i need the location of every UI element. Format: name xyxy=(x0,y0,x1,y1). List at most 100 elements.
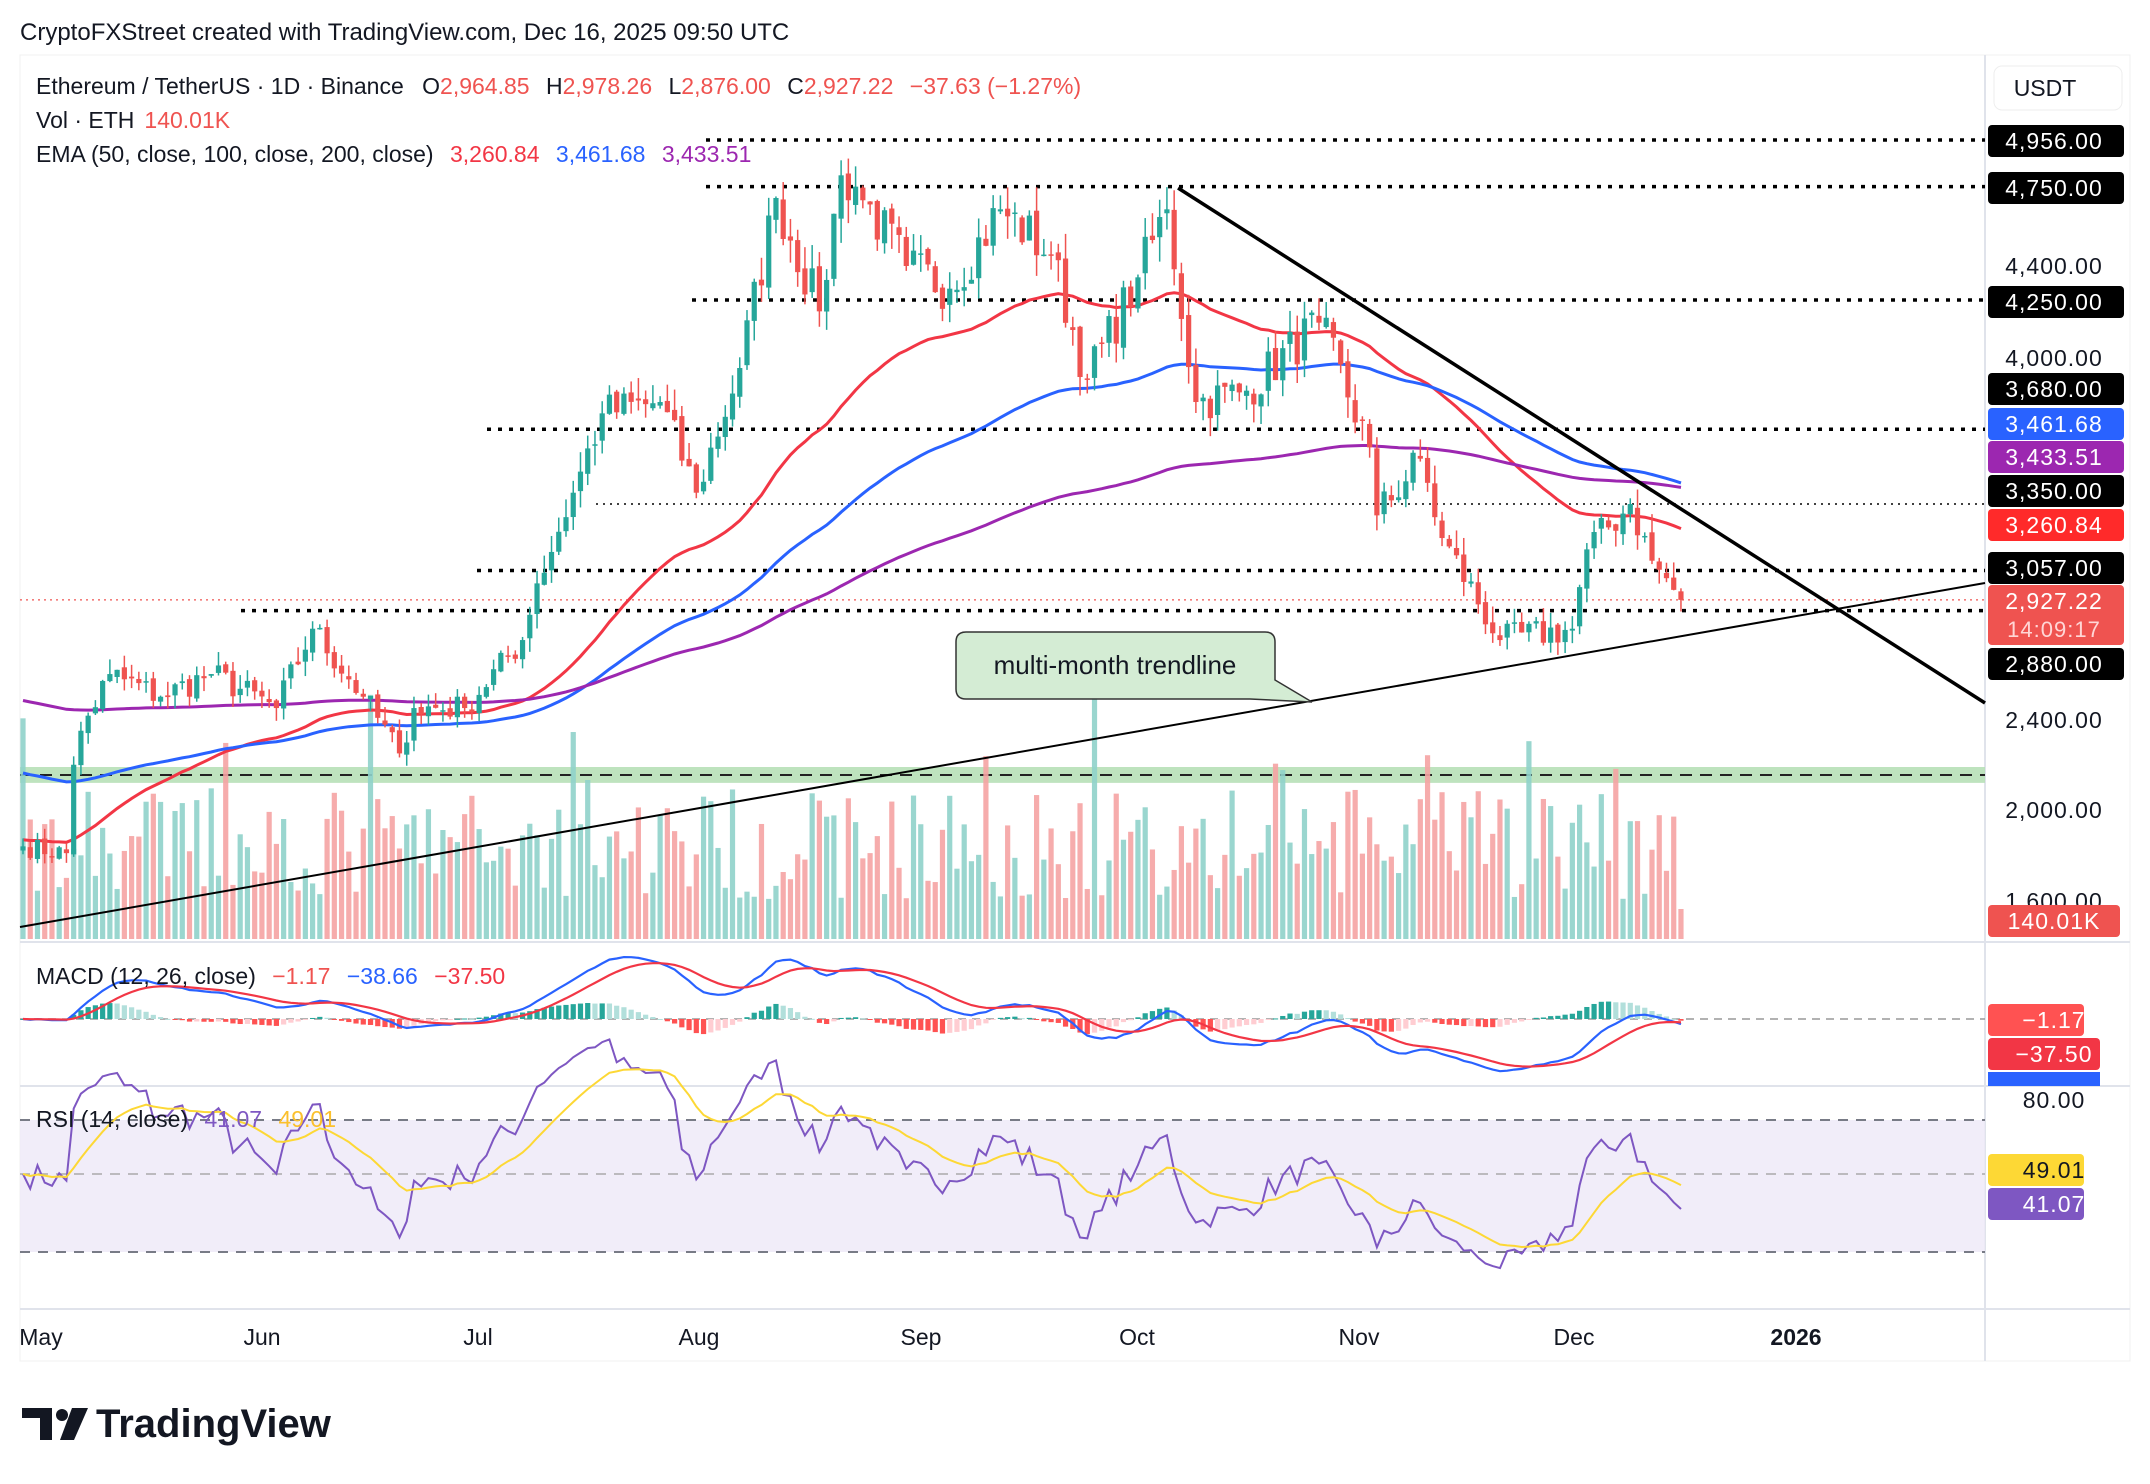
time-axis[interactable]: May Jun Jul Aug Sep Oct Nov Dec 2026 xyxy=(19,1324,1821,1350)
macd-histogram-bar xyxy=(556,1005,562,1019)
candle-body xyxy=(1548,627,1554,643)
macd-histogram-bar xyxy=(273,1019,279,1026)
volume-bar xyxy=(1215,888,1221,939)
macd-histogram-bar xyxy=(1634,1005,1641,1019)
rsi-line xyxy=(22,1038,1682,1270)
candle-body xyxy=(1432,483,1438,518)
candle-body xyxy=(1280,348,1286,381)
candle-body xyxy=(375,694,381,718)
macd-histogram-bar xyxy=(563,1004,569,1019)
volume-bar xyxy=(614,831,620,939)
candle-body xyxy=(1439,520,1445,539)
currency-button[interactable] xyxy=(1993,65,2123,111)
level-tag: 4,956.00 xyxy=(2005,128,2103,154)
macd-histogram-bar xyxy=(548,1006,555,1019)
candle-body xyxy=(679,416,685,461)
volume-bar xyxy=(266,811,272,939)
volume-bar xyxy=(1519,884,1525,939)
volume-bar xyxy=(1359,853,1365,939)
volume-bar xyxy=(628,851,634,939)
macd-histogram-bar xyxy=(657,1018,663,1020)
candle-body xyxy=(1526,623,1532,633)
candle-body xyxy=(389,727,395,733)
ema50-tag: 3,260.84 xyxy=(2005,512,2103,538)
macd-histogram-bar xyxy=(71,1014,77,1019)
time-tick: Jun xyxy=(243,1324,280,1350)
macd-histogram-bar xyxy=(346,1019,352,1023)
descending-trendline[interactable] xyxy=(1177,186,1986,705)
macd-histogram-bar xyxy=(802,1016,808,1019)
candle-body xyxy=(1584,549,1590,589)
macd-histogram-bar xyxy=(375,1019,381,1027)
macd-histogram-bar xyxy=(816,1019,822,1023)
candle-body xyxy=(614,391,620,413)
macd-histogram-bar xyxy=(1519,1019,1525,1022)
volume-bar xyxy=(165,876,171,939)
macd-histogram-bar xyxy=(1301,1011,1308,1019)
volume-bar xyxy=(1367,817,1373,939)
macd-histogram-bar xyxy=(1555,1015,1561,1019)
candle-body xyxy=(1084,378,1090,380)
macd-histogram-bar xyxy=(440,1019,446,1021)
volume-bar xyxy=(1410,844,1416,939)
volume-bar xyxy=(1005,825,1011,939)
volume-bar xyxy=(1135,819,1141,939)
candle-body xyxy=(186,679,193,697)
macd-histogram-bar xyxy=(1504,1019,1510,1025)
candle-body xyxy=(635,398,641,401)
macd-histogram-bar xyxy=(708,1019,714,1033)
macd-histogram-bar xyxy=(570,1004,576,1019)
volume-bar xyxy=(1272,763,1279,939)
candle-body xyxy=(1591,532,1597,549)
volume-bar xyxy=(273,843,279,939)
macd-histogram-bar xyxy=(932,1019,938,1033)
candle-body xyxy=(1272,348,1279,381)
macd-histogram-bar xyxy=(1099,1019,1105,1031)
candle-body xyxy=(1424,457,1431,483)
volume-bar xyxy=(208,788,214,939)
candle-body xyxy=(889,208,895,224)
candle-body xyxy=(454,696,460,718)
macd-histogram-bar xyxy=(1424,1019,1431,1022)
last-price-tag-bg xyxy=(1988,585,2124,645)
macd-histogram-bar xyxy=(1229,1019,1235,1028)
candle-body xyxy=(519,640,526,660)
volume-bar xyxy=(679,841,685,939)
volume-bar xyxy=(295,890,301,939)
candle-body xyxy=(686,458,692,467)
macd-histogram-bar xyxy=(244,1019,251,1024)
volume-bar xyxy=(512,885,518,939)
candle-body xyxy=(1207,398,1213,419)
volume-bar xyxy=(1591,866,1597,939)
volume-bar xyxy=(845,798,851,939)
volume-bar xyxy=(1352,789,1358,939)
candle-body xyxy=(693,464,699,493)
candle-body xyxy=(281,680,287,709)
candle-body xyxy=(512,654,518,659)
symbol-title[interactable]: Ethereum / TetherUS · 1D · Binance xyxy=(36,73,404,99)
macd-histogram-bar xyxy=(997,1017,1003,1019)
volume-bar xyxy=(910,795,917,939)
price-axis[interactable]: 4,400.004,000.002,400.002,000.001,600.00… xyxy=(1988,125,2124,1220)
candle-body xyxy=(1605,520,1612,528)
macd-histogram-bar xyxy=(1330,1011,1337,1019)
macd-histogram-bar xyxy=(129,1007,135,1019)
volume-bar xyxy=(179,803,185,939)
legend-macd: MACD (12, 26, close) −1.17 −38.66 −37.50 xyxy=(36,963,505,989)
macd-histogram-bar xyxy=(1222,1019,1228,1030)
candle-body xyxy=(353,680,359,693)
volume-bar xyxy=(1678,909,1684,939)
candle-body xyxy=(983,238,989,246)
candle-body xyxy=(121,667,127,680)
ascending-trendline[interactable] xyxy=(19,582,1986,928)
candle-body xyxy=(563,517,569,532)
macd-histogram-bar xyxy=(1084,1019,1090,1035)
volume-bar xyxy=(1396,873,1402,939)
candle-body xyxy=(63,849,70,854)
macd-histogram-bar xyxy=(1149,1011,1156,1019)
macd-histogram-bar xyxy=(78,1010,84,1019)
candle-body xyxy=(179,681,185,684)
macd-line xyxy=(22,955,1682,1073)
trendline-callout[interactable]: multi-month trendline xyxy=(955,631,1313,703)
